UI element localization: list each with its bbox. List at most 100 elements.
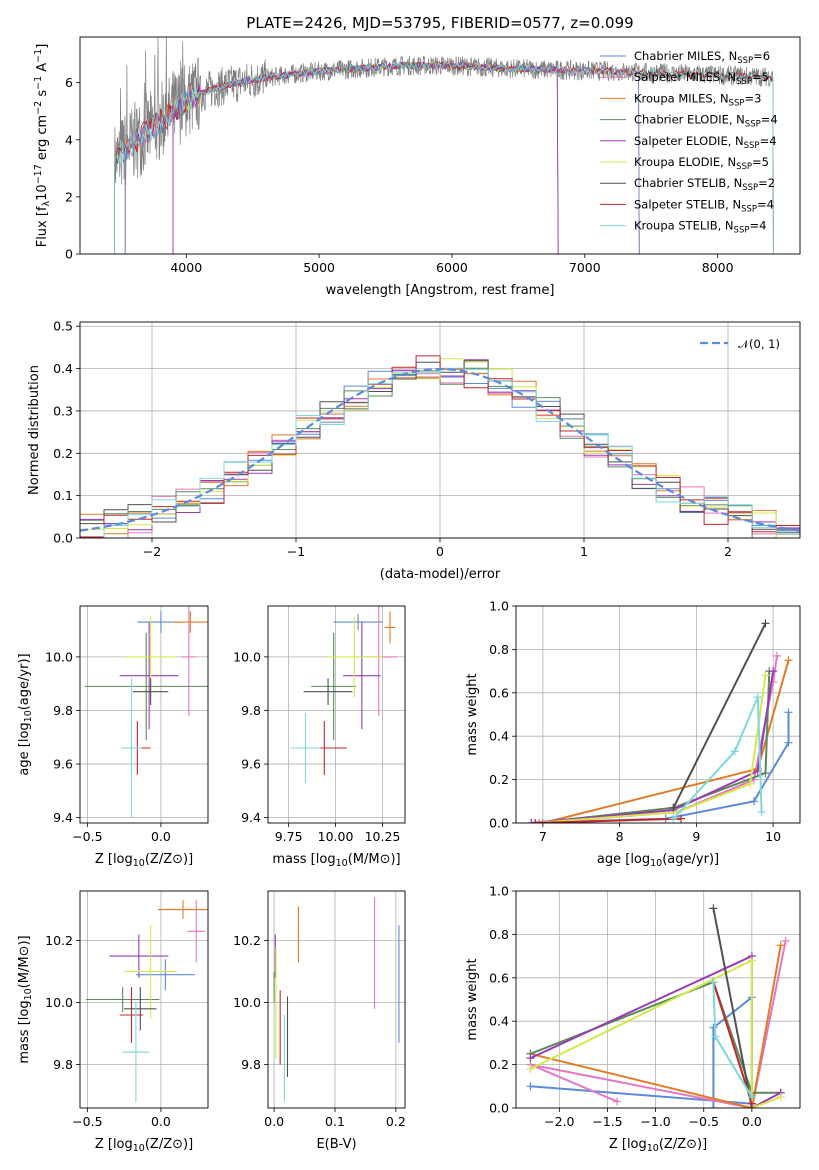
mass-vs-ebv-plot [273, 897, 400, 1102]
x-tick-label: 6000 [436, 260, 468, 275]
y-axis-label: mass [log10(M/M⊙)] [17, 935, 34, 1063]
legend-label: Salpeter STELIB, NSSP=4 [634, 197, 774, 214]
y-tick-label: 0.2 [489, 1057, 509, 1072]
weight-marker [747, 956, 756, 965]
weight-line-chabrier_stelib [712, 908, 753, 1108]
y-tick-label: 2 [65, 189, 73, 204]
x-axis-label: Z [log10(Z/Z⊙)] [95, 1137, 193, 1154]
x-tick-label: 9 [692, 829, 700, 844]
x-tick-label: −0.5 [72, 829, 102, 844]
weight-marker [776, 941, 785, 950]
weight-line-kroupa_elodie [535, 675, 767, 823]
x-tick-label: −0.5 [72, 1114, 102, 1129]
y-tick-label: 0.3 [53, 403, 73, 418]
x-axis-label: Z [log10(Z/Z⊙)] [95, 852, 193, 869]
y-tick-label: 9.8 [53, 1057, 73, 1072]
weight-marker [747, 1093, 756, 1102]
x-tick-label: 0.0 [151, 829, 171, 844]
spectrum-frame [79, 36, 801, 255]
y-tick-label: 0.8 [489, 642, 509, 657]
residuals-plot [80, 355, 800, 538]
legend-label: Chabrier STELIB, NSSP=2 [634, 176, 775, 193]
weight-marker [709, 978, 718, 987]
x-tick-label: 5000 [303, 260, 335, 275]
mass-vs-ebv-frame [267, 890, 406, 1109]
weight-line-kroupa_elodie [529, 958, 782, 1108]
y-tick-label: 0.5 [53, 319, 73, 334]
mass-vs-z-axes: −0.5 0.0 9.8 10.0 10.2 [45, 891, 208, 1129]
legend-label: Kroupa STELIB, NSSP=4 [634, 219, 766, 236]
x-tick-label: −1 [287, 544, 305, 559]
spectrum-axes: 4000 5000 6000 7000 8000 0 2 4 6 [65, 75, 734, 275]
histogram-kroupa_stelib [80, 367, 800, 538]
legend-label: 𝒩(0, 1) [738, 337, 780, 351]
weight-marker [709, 904, 718, 913]
x-tick-label: −2 [143, 544, 161, 559]
weight-marker [761, 671, 770, 680]
y-axis-label: mass weight [465, 673, 480, 755]
mass-vs-z-plot [85, 900, 208, 1102]
y-tick-label: 0.8 [489, 927, 509, 942]
x-tick-label: 10.00 [318, 829, 354, 844]
y-tick-label: 0.1 [53, 488, 73, 503]
gaussian-curve [80, 367, 800, 532]
weight-marker [753, 693, 762, 702]
y-tick-label: 0.2 [53, 446, 73, 461]
x-axis-label: mass [log10(M/M⊙)] [272, 852, 400, 869]
x-tick-label: 8000 [702, 260, 734, 275]
weight-marker [709, 1104, 718, 1108]
y-tick-label: 1.0 [489, 884, 509, 899]
x-axis-label: (data-model)/error [380, 567, 501, 582]
y-tick-label: 0.6 [489, 685, 509, 700]
mass-vs-ebv-axes: 0.0 0.1 0.2 9.8 10.0 10.2 [233, 891, 406, 1129]
legend-label: Salpeter MILES, NSSP=5 [634, 70, 769, 87]
y-tick-label: 10.2 [45, 933, 73, 948]
x-axis-label: wavelength [Angstrom, rest frame] [326, 283, 555, 298]
weight-marker [677, 814, 686, 823]
weight-vs-z-frame [515, 890, 801, 1109]
x-tick-label: 7 [539, 829, 547, 844]
x-tick-label: 9.75 [275, 829, 303, 844]
age-vs-z-frame [79, 605, 209, 824]
residuals-frame [79, 321, 801, 539]
y-tick-label: 0.4 [489, 1014, 509, 1029]
x-tick-label: 0 [436, 544, 444, 559]
x-tick-label: 0.1 [325, 1114, 345, 1129]
weight-marker [757, 808, 766, 817]
weight-marker [784, 708, 793, 717]
weight-marker [749, 797, 758, 806]
y-tick-label: 9.6 [53, 757, 73, 772]
y-axis-label: Normed distribution [27, 365, 42, 495]
weight-line-salpeter_stelib [535, 817, 682, 823]
weight-marker [526, 1082, 535, 1091]
weight-marker [784, 656, 793, 665]
weight-line-kroupa_miles [530, 945, 782, 1108]
weight-line-chabrier_stelib [672, 622, 767, 809]
x-tick-label: −0.5 [689, 1114, 719, 1129]
y-tick-label: 0.2 [489, 772, 509, 787]
x-axis-label: age [log10(age/yr)] [597, 852, 719, 869]
mass-vs-z-frame [79, 890, 209, 1109]
weight-line-salpeter_miles [530, 940, 787, 1108]
x-tick-label: 4000 [170, 260, 202, 275]
y-tick-label: 10.0 [233, 995, 261, 1010]
y-tick-label: 10.0 [233, 649, 261, 664]
age-vs-mass-plot [290, 606, 398, 783]
weight-marker [527, 819, 536, 823]
x-tick-label: 0.0 [742, 1114, 762, 1129]
age-vs-mass-frame [267, 605, 406, 824]
weight-marker [669, 803, 678, 812]
legend-label: Chabrier ELODIE, NSSP=4 [634, 113, 778, 130]
weight-line-chabrier_elodie [530, 980, 781, 1094]
y-axis-label: mass weight [465, 958, 480, 1040]
weight-marker [746, 779, 755, 788]
y-tick-label: 0.0 [53, 531, 73, 546]
y-tick-label: 9.4 [53, 810, 73, 825]
weight-line-salpeter_elodie [531, 670, 775, 823]
x-tick-label: 2 [724, 544, 732, 559]
legend-label: Chabrier MILES, NSSP=6 [634, 49, 770, 66]
weight-marker [761, 769, 770, 778]
y-tick-label: 9.8 [53, 703, 73, 718]
x-tick-label: 8 [616, 829, 624, 844]
